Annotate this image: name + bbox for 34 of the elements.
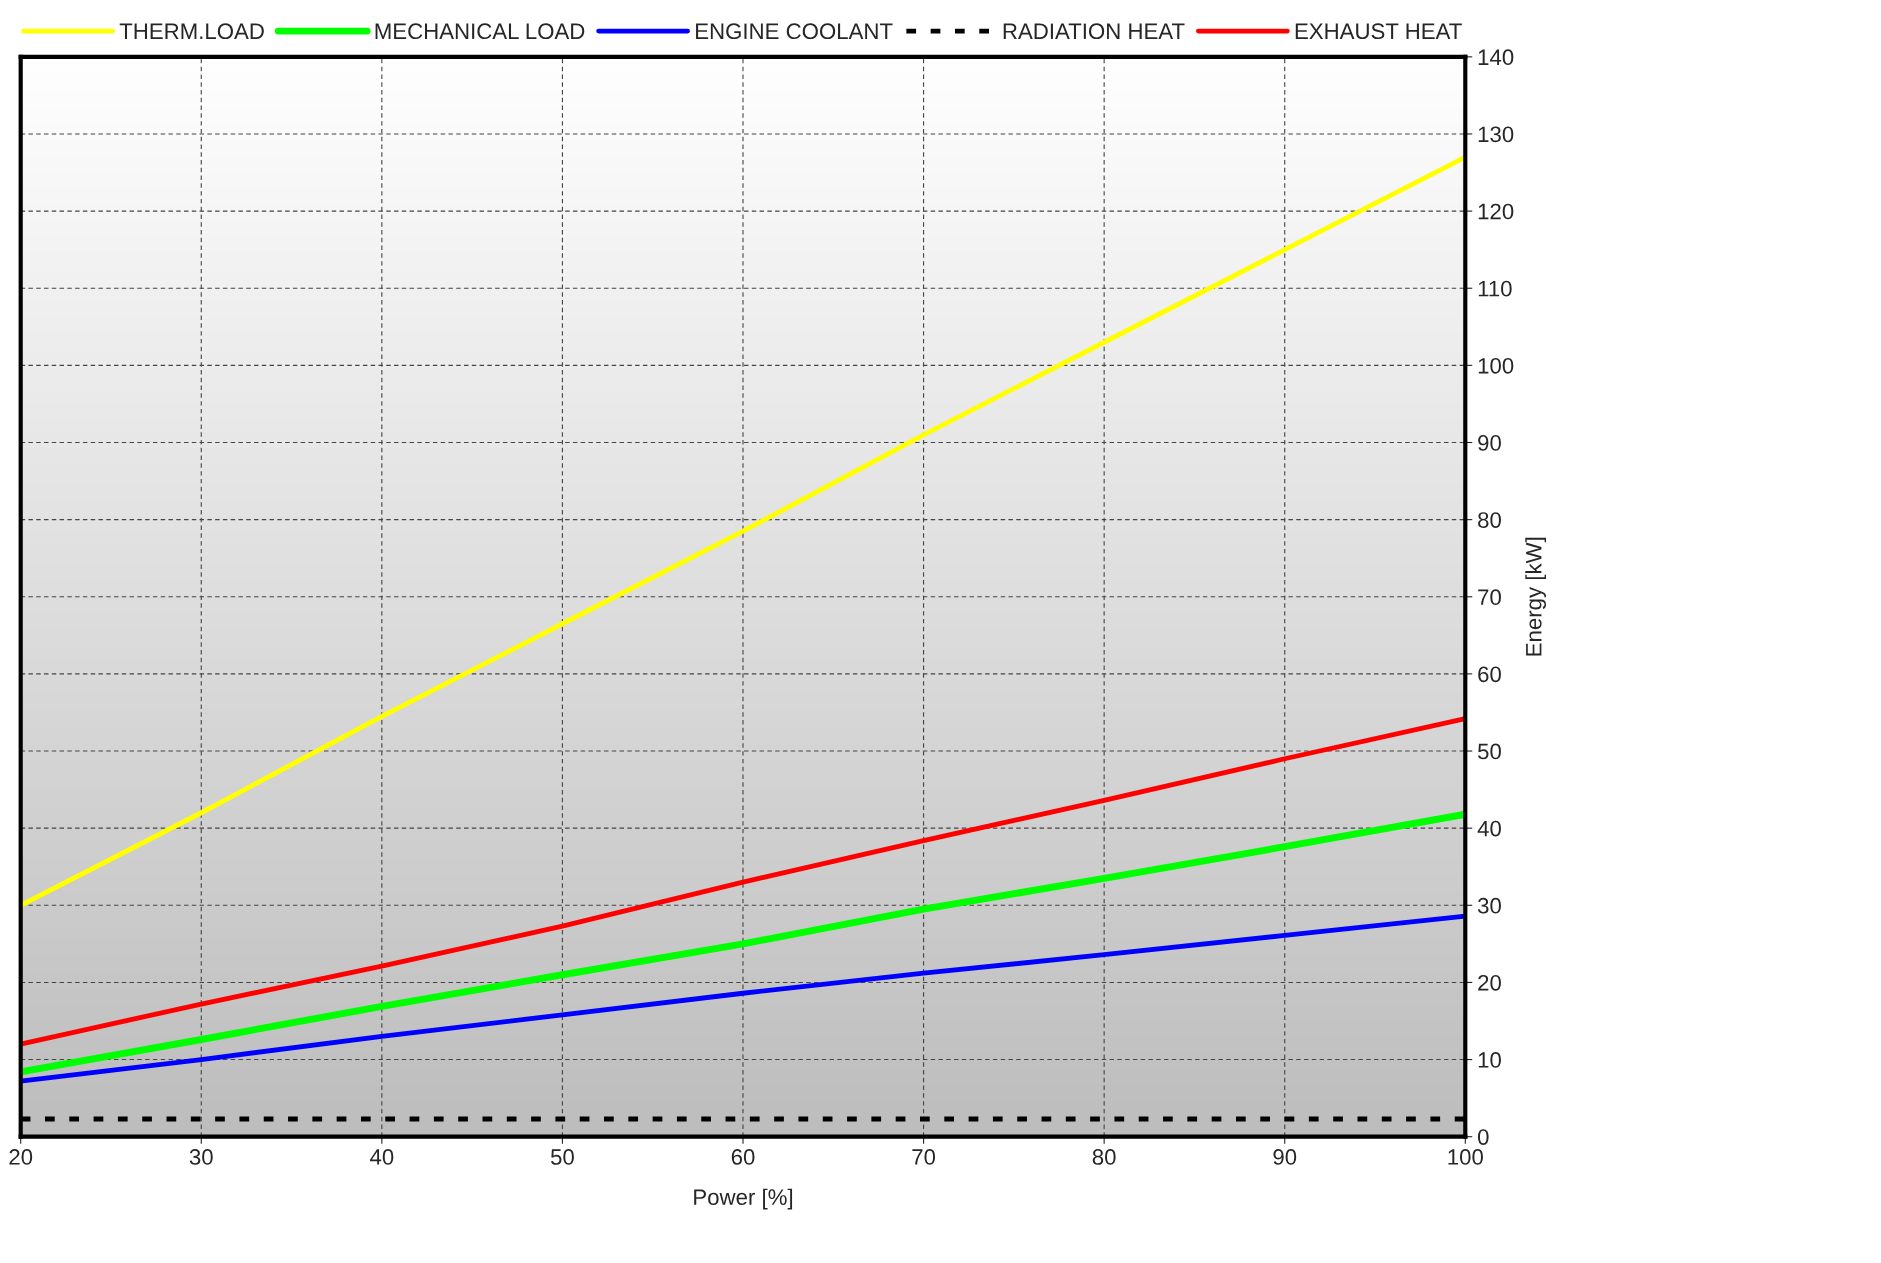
y-tick-label: 80: [1478, 512, 1501, 528]
x-tick-label: 50: [550, 1149, 574, 1165]
y-tick-label: 60: [1478, 666, 1501, 683]
y-tick-label: 50: [1477, 743, 1501, 760]
x-tick-label: 90: [1273, 1149, 1297, 1165]
legend-label: RADIATION HEAT: [1003, 23, 1185, 40]
x-tick-label: 80: [1092, 1149, 1116, 1165]
y-tick-label: 70: [1478, 589, 1501, 606]
y-tick-label: 0: [1477, 1129, 1489, 1145]
x-tick-label: 40: [370, 1149, 394, 1165]
y-tick-label: 20: [1478, 974, 1501, 991]
x-axis-title: Power [%]: [694, 1188, 793, 1210]
y-tick-label: 10: [1478, 1052, 1501, 1068]
y-tick-label: 110: [1478, 280, 1512, 297]
y-tick-label: 120: [1478, 203, 1514, 220]
line-series: [20, 716, 1466, 1047]
line-series: [20, 154, 1466, 908]
x-tick-label: 30: [189, 1149, 213, 1165]
x-tick-label: 20: [9, 1149, 33, 1165]
legend-label: EXHAUST HEAT: [1295, 23, 1462, 40]
x-tick-label: 60: [731, 1149, 755, 1165]
x-tick-label: 100: [1448, 1149, 1483, 1165]
y-tick-label: 30: [1477, 897, 1501, 914]
y-tick-label: 140: [1478, 49, 1514, 66]
legend-label: THERM.LOAD: [119, 23, 264, 40]
y-axis-title: Energy [kW]: [1525, 537, 1546, 656]
y-tick-label: 100: [1478, 357, 1514, 374]
legend-label: MECHANICAL LOAD: [375, 23, 585, 40]
legend-label: ENGINE COOLANT: [696, 23, 893, 40]
x-tick-label: 70: [912, 1149, 936, 1165]
y-tick-label: 40: [1477, 820, 1501, 837]
y-tick-label: 90: [1478, 435, 1501, 451]
y-tick-label: 130: [1478, 126, 1514, 143]
line-series: [20, 913, 1466, 1084]
